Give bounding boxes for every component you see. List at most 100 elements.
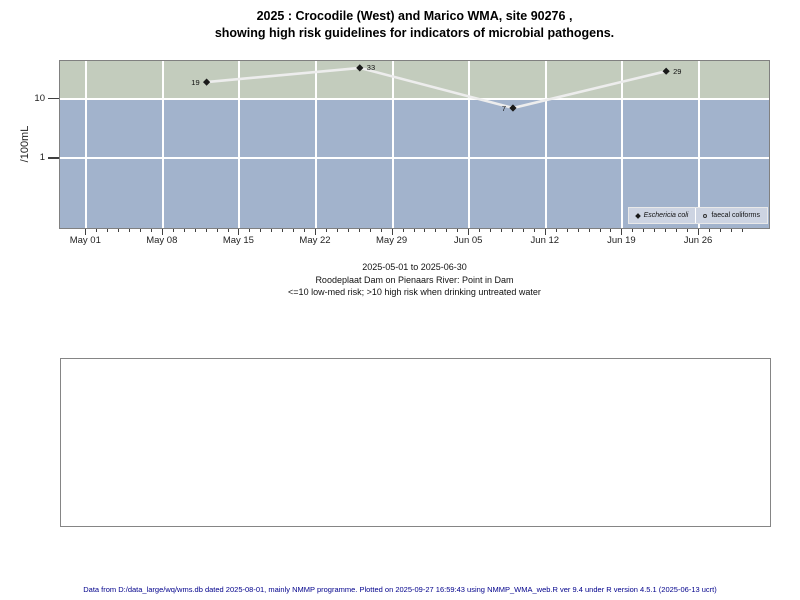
- x-axis-minor-tick: [260, 229, 262, 232]
- x-axis-minor-tick: [665, 229, 667, 232]
- y-axis: 10 1: [0, 60, 59, 229]
- data-point-marker: [203, 78, 211, 86]
- x-axis-minor-tick: [687, 229, 688, 232]
- x-axis-minor-tick: [457, 229, 459, 232]
- grid-line-vertical: [621, 61, 624, 228]
- x-axis-major-tick: [238, 229, 240, 235]
- diamond-marker-icon: [634, 212, 641, 219]
- data-point-label: 19: [191, 77, 200, 87]
- grid-line-vertical: [161, 61, 164, 228]
- x-axis-tick-label: Jun 05: [453, 235, 483, 246]
- x-axis-minor-tick: [336, 229, 338, 232]
- x-axis-minor-tick: [347, 229, 349, 232]
- data-point-label: 33: [366, 63, 376, 73]
- x-axis-major-tick: [544, 229, 546, 235]
- chart-title-line1: 2025 : Crocodile (West) and Marico WMA, …: [256, 9, 573, 23]
- x-axis-major-tick: [315, 229, 316, 235]
- footer-note: Data from D:/data_large/wq/wms.db dated …: [83, 585, 717, 594]
- x-axis-minor-tick: [577, 229, 579, 232]
- x-axis-minor-tick: [369, 229, 371, 232]
- x-axis-minor-tick: [479, 229, 481, 232]
- x-axis-minor-tick: [150, 229, 152, 232]
- x-axis-minor-tick: [282, 229, 284, 232]
- grid-line-vertical: [85, 61, 88, 228]
- grid-line-horizontal: [60, 97, 769, 100]
- empty-plot-placeholder: [60, 358, 771, 527]
- legend-entry-ecoli: Eschericia coli: [629, 208, 696, 223]
- x-axis-major-tick: [698, 229, 699, 235]
- legend-entry-faecal-coliforms: faecal coliforms: [695, 208, 767, 223]
- grid-line-vertical: [391, 61, 394, 228]
- x-axis-tick-label: Jun 12: [530, 235, 560, 246]
- x-axis-major-tick: [85, 229, 87, 235]
- x-axis: May 01 May 08 May 15 May 22 May 29 Jun 05 Jun …: [59, 229, 770, 259]
- x-axis-minor-tick: [194, 229, 196, 232]
- legend-label-faecal-coliforms: faecal coliforms: [711, 212, 760, 219]
- x-axis-minor-tick: [183, 229, 185, 232]
- caption-site: Roodeplaat Dam on Pienaars River: Point …: [315, 274, 514, 285]
- grid-line-vertical: [544, 61, 547, 228]
- x-axis-tick-label: Jun 26: [683, 235, 713, 246]
- x-axis-minor-tick: [522, 229, 524, 232]
- x-axis-minor-tick: [413, 229, 415, 232]
- x-axis-minor-tick: [501, 229, 502, 232]
- data-point-marker: [356, 64, 364, 72]
- x-axis-minor-tick: [402, 229, 404, 232]
- x-axis-minor-tick: [632, 229, 634, 232]
- x-axis-major-tick: [391, 229, 393, 235]
- x-axis-minor-tick: [96, 229, 98, 232]
- open-circle-marker-icon: [703, 213, 708, 218]
- x-axis-minor-tick: [249, 229, 251, 232]
- y-axis-tick-label: 1: [39, 152, 45, 164]
- x-axis-minor-tick: [719, 229, 721, 232]
- x-axis-minor-tick: [533, 229, 535, 232]
- x-axis-tick-label: May 15: [222, 235, 254, 246]
- x-axis-minor-tick: [446, 229, 448, 232]
- x-axis-tick-label: May 29: [376, 235, 408, 246]
- x-axis-minor-tick: [741, 229, 743, 232]
- x-axis-major-tick: [468, 229, 470, 235]
- y-axis-title: /100mL: [19, 125, 31, 163]
- x-axis-minor-tick: [380, 229, 382, 232]
- plot-panel: 19 33 7 29 Eschericia coli faecal coliforms: [59, 60, 770, 229]
- data-point-label: 29: [673, 66, 682, 76]
- x-axis-minor-tick: [227, 229, 229, 232]
- low-med-risk-band: [60, 98, 769, 228]
- x-axis-minor-tick: [588, 229, 590, 232]
- grid-line-horizontal: [60, 157, 769, 160]
- x-axis-minor-tick: [512, 229, 513, 232]
- x-axis-tick-label: May 08: [146, 235, 178, 246]
- x-axis-minor-tick: [304, 229, 306, 232]
- x-axis-minor-tick: [610, 229, 612, 232]
- legend-label-ecoli: Eschericia coli: [643, 212, 689, 219]
- x-axis-minor-tick: [643, 229, 645, 232]
- grid-line-vertical: [468, 61, 471, 228]
- x-axis-minor-tick: [358, 229, 360, 232]
- data-point-marker: [662, 67, 670, 75]
- data-point-label: 7: [501, 103, 506, 113]
- x-axis-minor-tick: [676, 229, 678, 232]
- x-axis-minor-tick: [555, 229, 557, 232]
- x-axis-minor-tick: [205, 229, 207, 232]
- x-axis-major-tick: [621, 229, 623, 235]
- x-axis-minor-tick: [140, 229, 141, 232]
- x-axis-tick-label: May 22: [299, 235, 331, 246]
- x-axis-minor-tick: [172, 229, 174, 232]
- x-axis-minor-tick: [566, 229, 568, 232]
- x-axis-minor-tick: [107, 229, 109, 232]
- grid-line-vertical: [238, 61, 241, 228]
- high-risk-band: [60, 61, 769, 99]
- x-axis-minor-tick: [730, 229, 732, 232]
- x-axis-minor-tick: [326, 229, 327, 232]
- x-axis-major-tick: [161, 229, 163, 235]
- caption-date-range: 2025-05-01 to 2025-06-30: [362, 262, 467, 272]
- chart-title-line2: showing high risk guidelines for indicat…: [214, 26, 615, 40]
- x-axis-minor-tick: [216, 229, 218, 232]
- x-axis-minor-tick: [599, 229, 601, 232]
- y-axis-tick: [48, 97, 59, 100]
- caption-block: 2025-05-01 to 2025-06-30 Roodeplaat Dam …: [59, 261, 770, 299]
- legend: Eschericia coli faecal coliforms: [627, 207, 768, 224]
- grid-line-vertical: [697, 61, 700, 228]
- x-axis-minor-tick: [490, 229, 492, 232]
- grid-line-vertical: [315, 61, 318, 228]
